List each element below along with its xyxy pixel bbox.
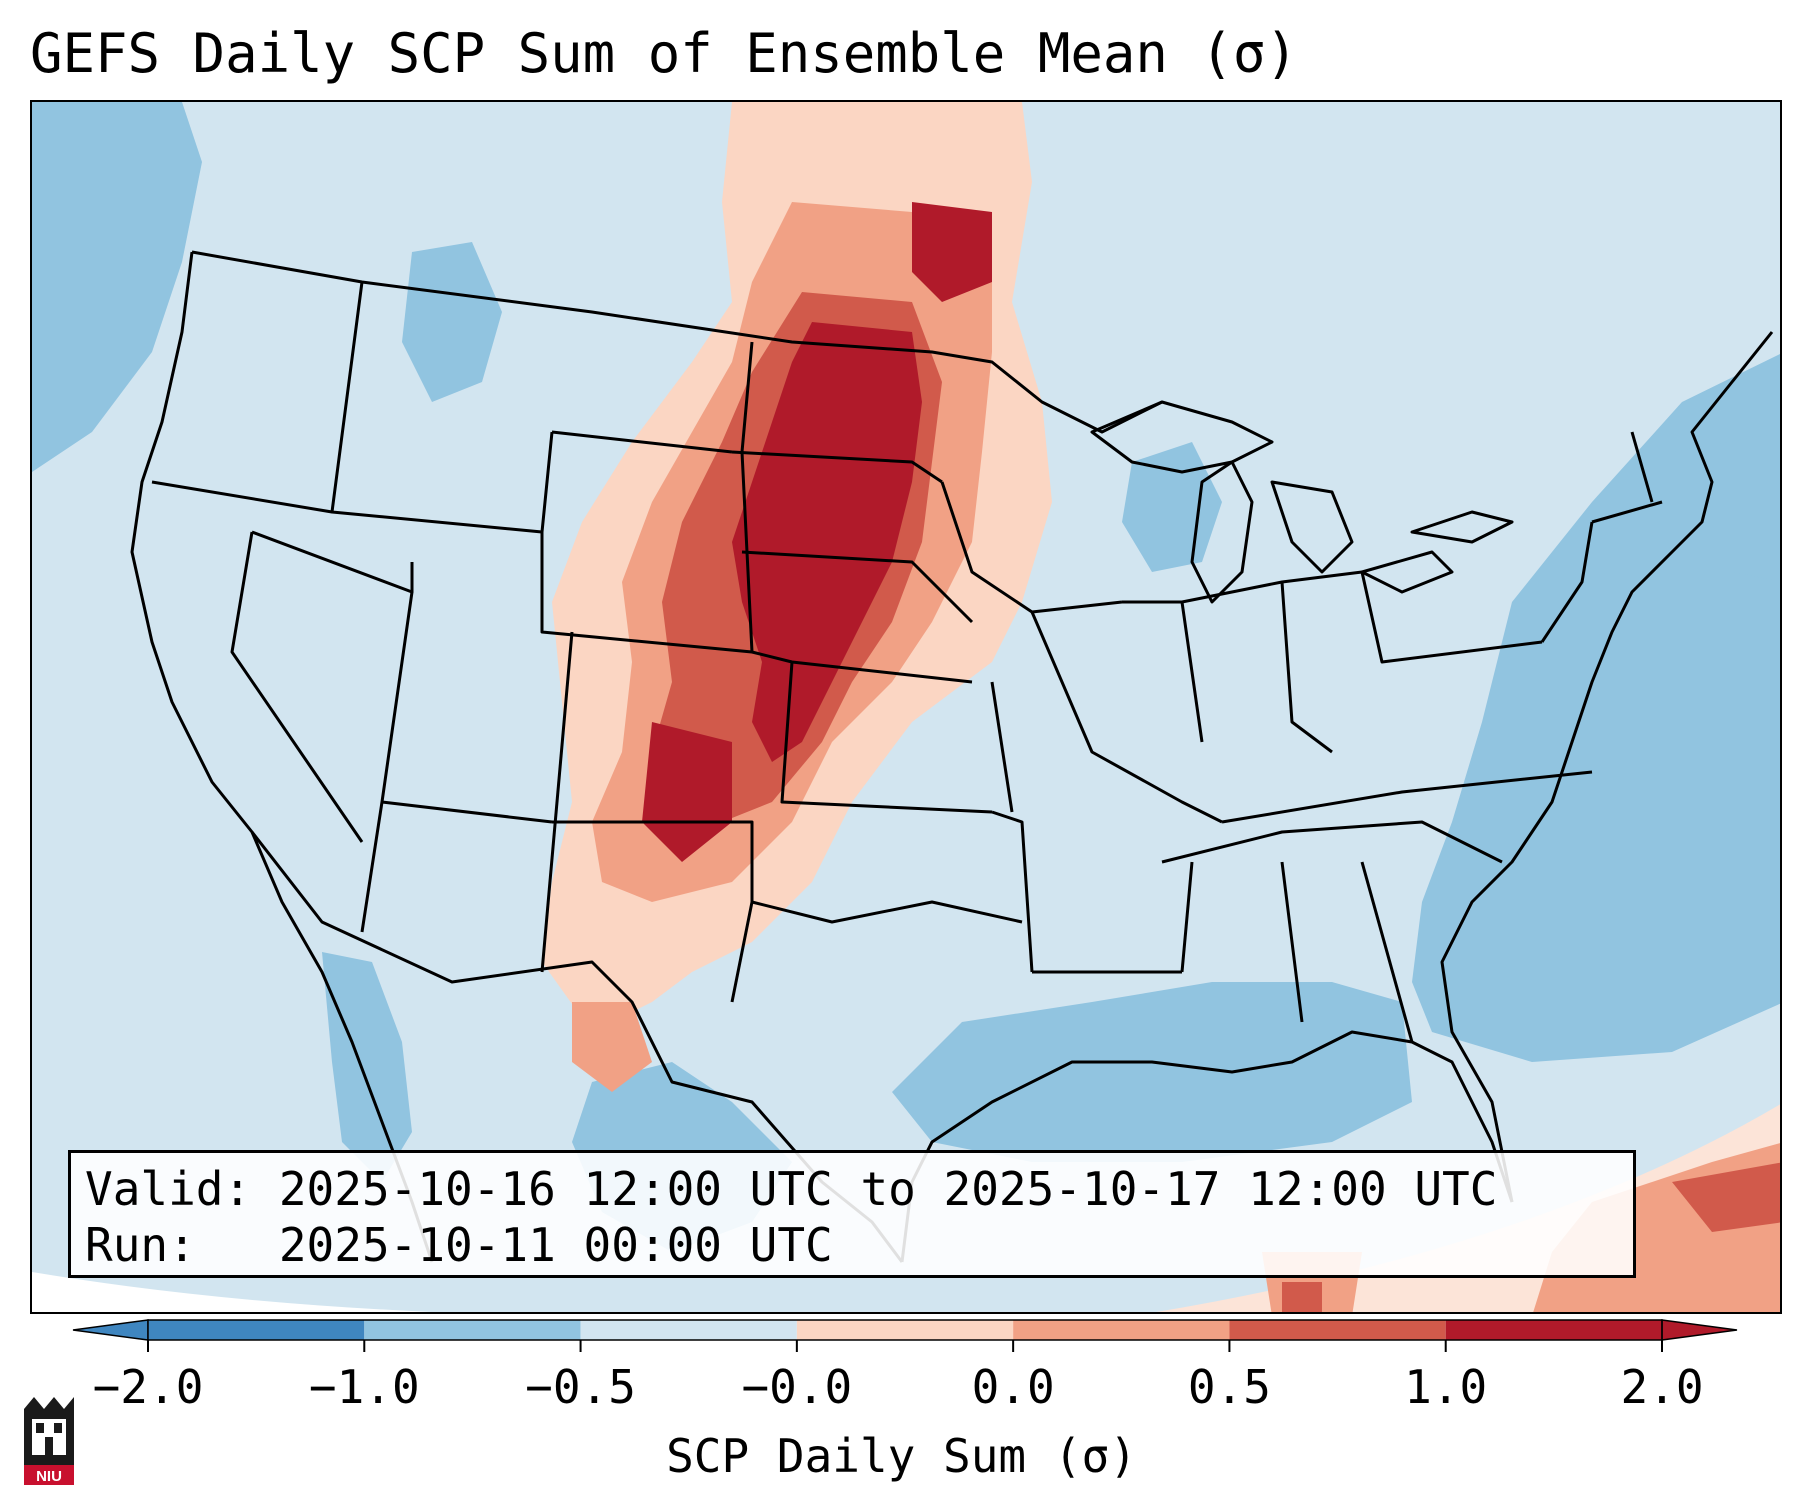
map-svg: [32, 102, 1780, 1312]
colorbar-extend-high: [1661, 1319, 1738, 1341]
colorbar-segment: [1229, 1320, 1446, 1340]
colorbar-ticks: [147, 1340, 1663, 1352]
niu-logo-text: NIU: [36, 1468, 62, 1485]
chart-title: GEFS Daily SCP Sum of Ensemble Mean (σ): [30, 22, 1298, 85]
colorbar-tick-label: 2.0: [1620, 1360, 1704, 1414]
colorbar-outline: [147, 1319, 1663, 1341]
niu-logo: NIU: [24, 1397, 74, 1485]
colorbar-segment: [364, 1320, 581, 1340]
colorbar-extend-low: [72, 1319, 149, 1341]
map-panel: [30, 100, 1782, 1314]
colorbar-tick-label: −1.0: [308, 1360, 420, 1414]
colorbar-segment: [1013, 1320, 1230, 1340]
borders: [130, 250, 1774, 1263]
colorbar-label: SCP Daily Sum (σ): [666, 1429, 1137, 1483]
valid-time-text: Valid: 2025-10-16 12:00 UTC to 2025-10-1…: [85, 1162, 1498, 1216]
colorbar-tick-label: 0.0: [971, 1360, 1055, 1414]
valid-run-info-box: Valid: 2025-10-16 12:00 UTC to 2025-10-1…: [68, 1150, 1636, 1278]
colorbar-tick-label: 0.5: [1187, 1360, 1271, 1414]
colorbar-segment: [796, 1320, 1014, 1340]
colorbar-segments: [72, 1319, 1738, 1341]
colorbar-segment: [580, 1320, 797, 1340]
colorbar-segment: [1445, 1320, 1662, 1340]
colorbar-tick-label: 1.0: [1404, 1360, 1488, 1414]
colorbar-tick-label: −2.0: [92, 1360, 204, 1414]
colorbar-tick-label: −0.5: [525, 1360, 636, 1414]
colorbar-segment: [148, 1320, 365, 1340]
colorbar-tick-label: −0.0: [741, 1360, 853, 1414]
projection-edge: [32, 1272, 432, 1312]
run-time-text: Run: 2025-10-11 00:00 UTC: [85, 1218, 833, 1272]
